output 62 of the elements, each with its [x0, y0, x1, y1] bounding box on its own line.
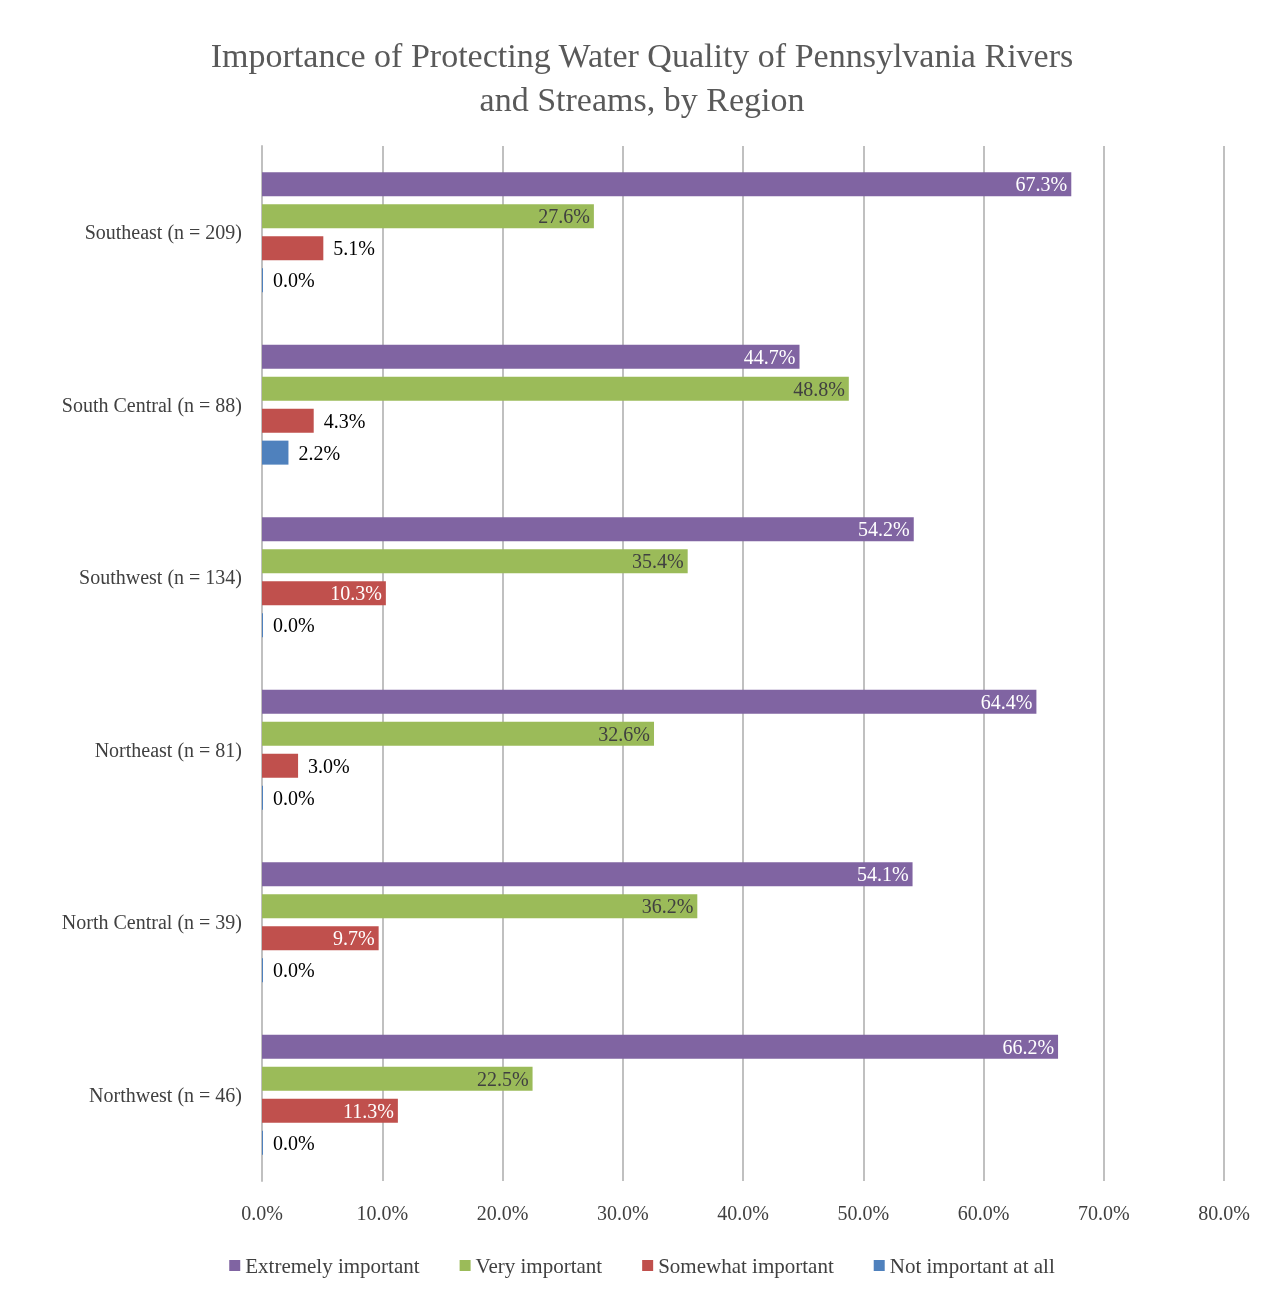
data-label: 0.0%: [273, 1131, 315, 1154]
data-label: 0.0%: [273, 269, 315, 292]
data-label: 9.7%: [332, 927, 375, 950]
data-label: 35.4%: [632, 550, 684, 573]
data-label: 3.0%: [308, 754, 350, 777]
x-tick-label: 70.0%: [1077, 1202, 1130, 1224]
data-label: 0.0%: [273, 786, 315, 809]
y-tick-label: Northwest (n = 46): [89, 1083, 242, 1107]
chart-title: Importance of Protecting Water Quality of Pennsylvania Rivers and Streams, by Region: [210, 36, 1074, 118]
bar: [262, 862, 913, 887]
bar: [262, 549, 688, 574]
data-label: 44.7%: [743, 345, 796, 368]
bar: [262, 753, 299, 778]
bar: [262, 440, 289, 465]
x-tick-label: 40.0%: [717, 1202, 769, 1224]
x-tick-label: 0.0%: [241, 1202, 283, 1224]
data-label: 11.3%: [342, 1099, 394, 1122]
data-label: 54.1%: [856, 863, 909, 886]
bar: [262, 204, 594, 229]
x-tick-label: 10.0%: [356, 1202, 409, 1224]
x-tick-label: 50.0%: [837, 1202, 890, 1224]
bar: [262, 1098, 398, 1123]
x-tick-label: 80.0%: [1198, 1202, 1250, 1224]
data-label: 22.5%: [476, 1067, 529, 1090]
data-label: 27.6%: [538, 205, 590, 228]
data-label: 10.3%: [330, 582, 382, 605]
data-label: 32.6%: [598, 722, 651, 745]
data-label: 4.3%: [323, 409, 366, 432]
y-tick-label: Northeast (n = 81): [94, 738, 242, 762]
legend-label: Somewhat important: [658, 1253, 834, 1278]
x-tick-label: 60.0%: [957, 1202, 1010, 1224]
bar: [262, 1066, 533, 1091]
data-label: 67.3%: [1015, 173, 1068, 196]
bar: [262, 517, 914, 542]
y-tick-label: Southwest (n = 134): [79, 566, 242, 590]
bar: [262, 236, 324, 261]
legend-label: Very important: [475, 1253, 603, 1278]
y-tick-label: South Central (n = 88): [61, 393, 242, 417]
legend-label: Not important at all: [889, 1253, 1055, 1278]
bar: [262, 408, 314, 433]
data-label: 0.0%: [273, 959, 315, 982]
y-tick-label: Southeast (n = 209): [84, 221, 242, 245]
bar: [262, 1034, 1059, 1059]
bar: [262, 721, 655, 746]
data-label: 66.2%: [1002, 1035, 1055, 1058]
bar: [262, 926, 379, 951]
data-label: 54.2%: [858, 518, 910, 541]
data-label: 0.0%: [273, 614, 315, 637]
data-label: 36.2%: [641, 895, 694, 918]
x-tick-label: 20.0%: [476, 1202, 529, 1224]
bar: [262, 344, 800, 369]
data-label: 2.2%: [298, 441, 341, 464]
bar: [262, 894, 698, 919]
legend-label: Extremely important: [245, 1253, 420, 1278]
y-tick-label: North Central (n = 39): [61, 911, 242, 935]
data-label: 48.8%: [793, 377, 845, 400]
bar: [262, 376, 849, 401]
data-label: 5.1%: [333, 237, 375, 260]
x-tick-label: 30.0%: [596, 1202, 649, 1224]
bar: [262, 689, 1037, 714]
bar: [262, 172, 1072, 197]
data-label: 64.4%: [980, 690, 1033, 713]
